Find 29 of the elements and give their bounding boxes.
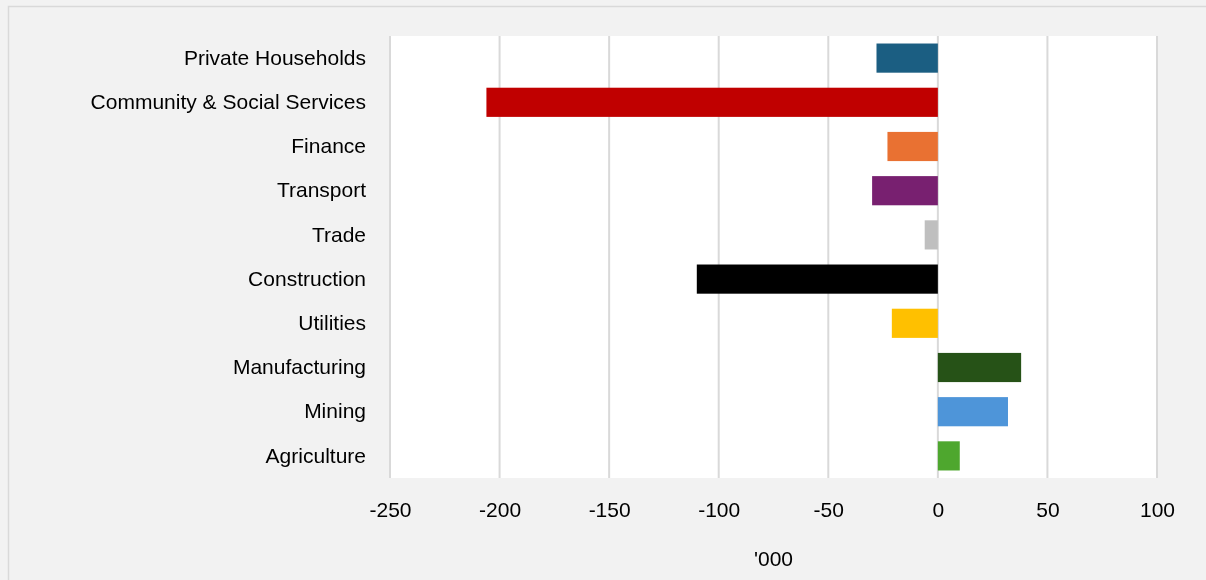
bar: [486, 87, 938, 117]
bar: [937, 397, 1008, 427]
x-tick-label: -50: [813, 497, 844, 521]
bar: [872, 176, 938, 206]
bar: [937, 352, 1022, 383]
y-tick-label: Community & Social Services: [90, 90, 366, 114]
bar: [937, 441, 960, 471]
y-tick-label: Utilities: [298, 311, 366, 335]
y-tick-label: Manufacturing: [232, 355, 366, 379]
x-tick-label: 0: [932, 497, 945, 521]
x-tick-label: -250: [369, 497, 412, 521]
x-tick-label: -100: [698, 497, 741, 521]
bar: [887, 131, 938, 162]
bar: [876, 43, 938, 73]
y-tick-label: Finance: [291, 134, 366, 158]
bar: [696, 264, 938, 294]
x-tick-label: 100: [1139, 497, 1176, 521]
x-tick-label: 50: [1036, 497, 1060, 521]
y-tick-label: Mining: [304, 399, 366, 423]
y-tick-label: Trade: [311, 222, 366, 246]
y-tick-label: Construction: [248, 266, 366, 290]
bar: [924, 220, 938, 250]
x-tick-label: -200: [479, 497, 522, 521]
y-tick-label: Transport: [276, 178, 367, 202]
x-axis-title: '000: [753, 547, 794, 570]
bar: [891, 308, 938, 338]
y-tick-label: Private Households: [183, 45, 366, 69]
y-tick-label: Agriculture: [265, 443, 366, 467]
x-tick-label: -150: [588, 497, 631, 521]
